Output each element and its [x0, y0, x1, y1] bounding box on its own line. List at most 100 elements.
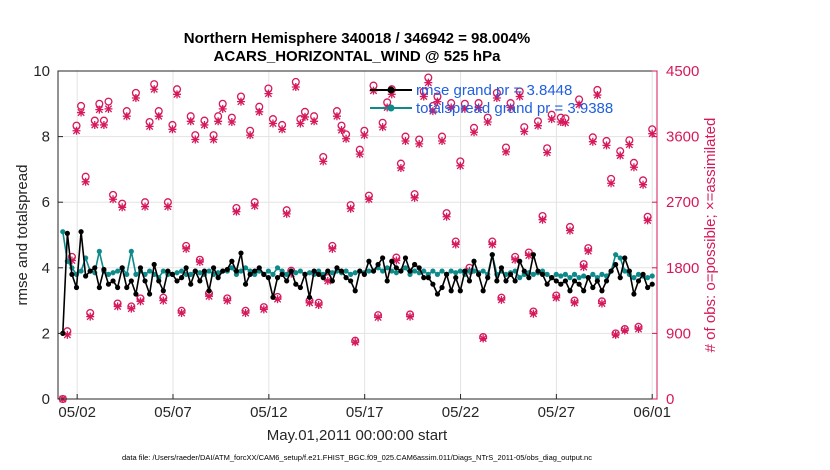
assimilated-obs-point [200, 120, 209, 129]
assimilated-obs-point [547, 115, 556, 124]
rmse-point [425, 275, 431, 281]
assimilated-obs-point [264, 89, 273, 98]
totalspread-point [439, 268, 445, 274]
assimilated-obs-point [268, 119, 277, 128]
totalspread-point [384, 265, 390, 271]
legend-totalspread-marker [387, 104, 395, 112]
rmse-point [210, 265, 217, 271]
assimilated-obs-point [227, 118, 236, 127]
rmse-point [571, 278, 578, 284]
totalspread-point [124, 271, 130, 277]
rmse-point [590, 284, 596, 291]
rmse-point [160, 288, 166, 294]
assimilated-obs-point [342, 134, 351, 143]
rmse-point [526, 275, 532, 281]
rmse-point [608, 268, 614, 274]
assimilated-obs-point [168, 125, 177, 134]
rmse-point [201, 268, 208, 274]
totalspread-point [457, 268, 463, 274]
rmse-point [274, 275, 281, 281]
totalspread-point [133, 271, 139, 277]
assimilated-obs-point [579, 263, 588, 272]
rmse-point [311, 268, 317, 274]
assimilated-obs-point [552, 293, 561, 302]
rmse-point [174, 278, 180, 284]
totalspread-point [562, 271, 568, 277]
totalspread-point [348, 271, 354, 277]
rmse-point [544, 281, 550, 287]
rmse-point [238, 250, 244, 256]
assimilated-obs-point [214, 117, 223, 126]
totalspread-point [293, 270, 299, 276]
x-axis-label: May.01,2011 00:00:00 start [267, 427, 448, 444]
rmse-point [585, 275, 591, 281]
rmse-point [649, 281, 655, 287]
rmse-point [535, 268, 541, 274]
assimilated-obs-point [378, 123, 387, 132]
totalspread-point [453, 270, 459, 276]
rmse-point [252, 268, 258, 274]
assimilated-obs-point [136, 297, 145, 306]
rmse-point [288, 268, 294, 274]
assimilated-obs-point [406, 312, 415, 321]
rmse-point [622, 255, 628, 261]
assimilated-obs-point [95, 105, 104, 114]
rmse-point [507, 271, 514, 277]
right-y-tick-label: 4500 [666, 63, 699, 80]
rmse-point [517, 258, 523, 264]
assimilated-obs-point [515, 92, 524, 101]
totalspread-point [115, 268, 121, 274]
rmse-point [320, 275, 326, 281]
assimilated-obs-point [310, 117, 319, 126]
assimilated-obs-point [131, 93, 140, 102]
totalspread-point [284, 271, 290, 277]
assimilated-obs-point [314, 300, 323, 309]
assimilated-obs-point [154, 112, 163, 121]
rmse-point [402, 255, 409, 261]
assimilated-obs-point [456, 161, 465, 170]
assimilated-obs-point [81, 177, 90, 186]
assimilated-obs-point [300, 112, 309, 121]
rmse-point [306, 294, 313, 300]
rmse-point [128, 278, 134, 284]
x-tick-label: 05/27 [538, 404, 576, 421]
rmse-point [635, 278, 642, 284]
assimilated-obs-point [255, 107, 264, 116]
assimilated-obs-point [556, 118, 565, 127]
rmse-point [115, 284, 121, 291]
assimilated-obs-point [470, 128, 479, 137]
rmse-point [558, 281, 564, 287]
rmse-point [407, 268, 413, 274]
totalspread-point [412, 268, 418, 274]
rmse-point [498, 265, 505, 271]
rmse-point [178, 275, 185, 281]
assimilated-obs-point [629, 163, 638, 172]
assimilated-obs-point [145, 122, 154, 131]
rmse-point [284, 278, 290, 284]
assimilated-obs-point [332, 112, 341, 121]
rmse-point [334, 265, 340, 271]
rmse-point [119, 265, 125, 271]
assimilated-obs-point [67, 256, 76, 265]
assimilated-obs-point [291, 83, 300, 92]
totalspread-point [567, 275, 573, 281]
right-y-tick-label: 0 [666, 391, 674, 408]
rmse-point [348, 278, 354, 284]
assimilated-obs-point [77, 108, 86, 117]
assimilated-obs-point [392, 256, 401, 265]
assimilated-obs-point [141, 202, 150, 211]
left-y-tick-label: 0 [42, 391, 50, 408]
totalspread-point [110, 270, 116, 276]
totalspread-point [174, 270, 180, 276]
legend-totalspread-label: totalspread grand pr = 3.9388 [416, 100, 613, 117]
rmse-point [599, 288, 605, 294]
totalspread-point [530, 271, 537, 277]
rmse-point [361, 271, 367, 277]
chart-title-line1: Northern Hemisphere 340018 / 346942 = 98… [184, 30, 530, 47]
totalspread-point [434, 271, 441, 277]
rmse-point [370, 268, 377, 274]
totalspread-point [576, 275, 582, 281]
totalspread-point [105, 271, 112, 277]
totalspread-point [617, 255, 623, 261]
rmse-point [412, 261, 418, 268]
